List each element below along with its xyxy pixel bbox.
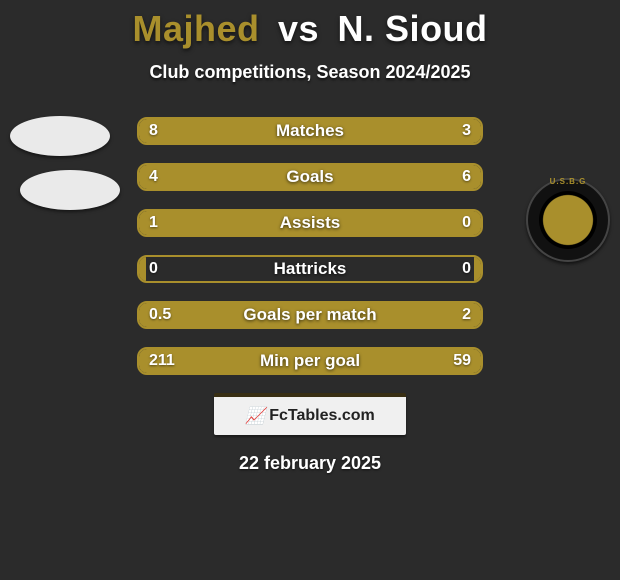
stat-label: Hattricks [139, 257, 481, 281]
stat-row: 00Hattricks [137, 255, 483, 283]
stat-label: Assists [139, 211, 481, 235]
player1-avatar-placeholder [10, 116, 110, 156]
player2-club-badge [526, 178, 610, 262]
comparison-infographic: Majhed vs N. Sioud Club competitions, Se… [0, 0, 620, 580]
title-vs: vs [278, 8, 319, 49]
date-label: 22 february 2025 [0, 453, 620, 474]
stat-row: 10Assists [137, 209, 483, 237]
player1-name: Majhed [132, 8, 259, 49]
chart-icon: 📈 [245, 406, 265, 426]
stat-row: 21159Min per goal [137, 347, 483, 375]
stat-label: Matches [139, 119, 481, 143]
page-title: Majhed vs N. Sioud [0, 8, 620, 50]
stat-label: Goals [139, 165, 481, 189]
subtitle: Club competitions, Season 2024/2025 [0, 62, 620, 83]
stat-row: 83Matches [137, 117, 483, 145]
player2-name: N. Sioud [338, 8, 488, 49]
stat-row: 46Goals [137, 163, 483, 191]
stat-label: Min per goal [139, 349, 481, 373]
stat-bars: 83Matches 46Goals 10Assists 00Hattricks 0.52… [137, 117, 483, 375]
source-label: FcTables.com [269, 407, 375, 425]
stat-row: 0.52Goals per match [137, 301, 483, 329]
stat-label: Goals per match [139, 303, 481, 327]
player1-avatar-placeholder-2 [20, 170, 120, 210]
source-badge: 📈 FcTables.com [214, 393, 406, 435]
club-badge-icon [539, 191, 597, 249]
